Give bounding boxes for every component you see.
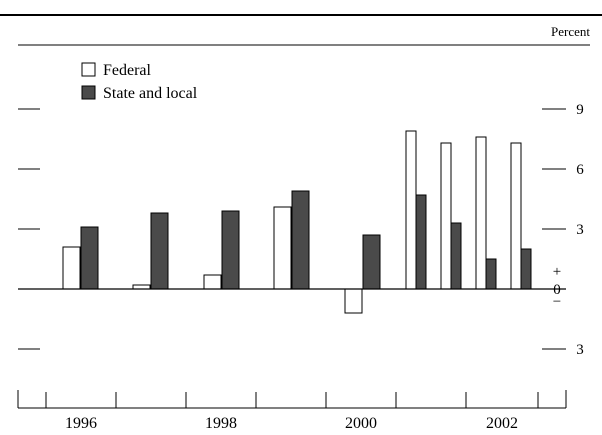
zero-plus-label: +	[553, 264, 561, 280]
legend: Federal State and local	[81, 62, 198, 102]
bar-state-and-local-8	[520, 248, 532, 290]
year-label-1998: 1998	[205, 415, 237, 432]
year-label-1996: 1996	[65, 415, 97, 432]
y-tick-label-1: 6	[576, 162, 584, 178]
bar-state-and-local-2	[221, 210, 240, 290]
zero-minus-label: −	[553, 294, 561, 310]
bar-federal-2	[203, 274, 222, 290]
bar-state-and-local-7	[485, 258, 497, 290]
bar-federal-3	[273, 206, 292, 290]
bar-state-and-local-0	[80, 226, 99, 290]
bar-state-and-local-6	[450, 222, 462, 290]
bar-federal-7	[475, 136, 487, 290]
bar-federal-6	[440, 142, 452, 290]
x-axis-ticks	[17, 390, 567, 408]
year-label-2002: 2002	[486, 415, 518, 432]
bar-federal-0	[62, 246, 81, 290]
zero-label: 0	[553, 282, 561, 298]
bar-state-and-local-5	[415, 194, 427, 290]
legend-label-federal: Federal	[103, 62, 152, 79]
y-tick-label-0: 9	[576, 102, 584, 118]
bar-state-and-local-3	[291, 190, 310, 290]
legend-label-state-and-local: State and local	[103, 85, 198, 102]
year-label-2000: 2000	[345, 415, 377, 432]
unit-label: Percent	[551, 24, 590, 39]
bar-federal-5	[405, 130, 417, 290]
bar-state-and-local-4	[362, 234, 381, 290]
legend-swatch-state-and-local	[81, 85, 96, 100]
bar-federal-4	[344, 288, 363, 314]
bar-state-and-local-1	[150, 212, 169, 290]
bars	[62, 130, 532, 314]
bar-federal-8	[510, 142, 522, 290]
y-axis-ticks: 9 6 3 3	[18, 102, 584, 358]
y-tick-label-3: 3	[576, 342, 584, 358]
legend-swatch-federal	[81, 62, 96, 77]
y-tick-label-2: 3	[576, 222, 584, 238]
x-axis: 1996 1998 2000 2002	[17, 390, 567, 432]
